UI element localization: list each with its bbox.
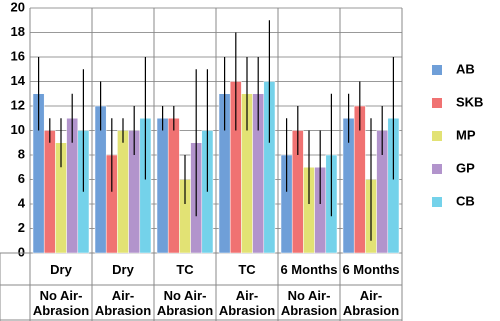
y-tick-label: 18	[11, 24, 25, 39]
x-subcategory-label: No Air-Abrasion	[280, 288, 338, 318]
bar	[156, 118, 169, 254]
x-subcategory-label: Air-Abrasion	[342, 288, 400, 318]
x-subcategory-label: No Air-Abrasion	[32, 288, 90, 318]
y-tick-label: 0	[18, 244, 25, 259]
y-tick-label: 6	[18, 171, 25, 186]
bar	[43, 130, 56, 254]
y-tick-label: 8	[18, 146, 25, 161]
bar	[167, 118, 180, 254]
x-subcategory-label: No Air-Abrasion	[156, 288, 214, 318]
legend-label: AB	[456, 61, 475, 76]
legend-label: SKB	[456, 94, 483, 109]
x-tick-label: 6 Months	[280, 262, 338, 277]
bar	[117, 130, 129, 254]
y-tick-label: 2	[18, 220, 25, 235]
legend-swatch	[432, 98, 442, 108]
x-tick-label: Dry	[50, 262, 72, 277]
legend-swatch	[432, 65, 442, 75]
legend-label: GP	[456, 160, 475, 175]
y-tick-label: 10	[11, 122, 25, 137]
y-tick-label: 14	[11, 73, 26, 88]
x-tick-label: TC	[238, 262, 256, 277]
legend-swatch	[432, 197, 442, 207]
x-tick-label: TC	[176, 262, 194, 277]
x-tick-label: 6 Months	[342, 262, 400, 277]
y-tick-label: 20	[11, 0, 25, 14]
x-tick-label: Dry	[112, 262, 134, 277]
x-subcategory-label: Air-Abrasion	[94, 288, 152, 318]
y-tick-label: 16	[11, 48, 25, 63]
legend-label: MP	[456, 127, 476, 142]
legend-swatch	[432, 164, 442, 174]
legend-label: CB	[456, 193, 475, 208]
y-tick-label: 12	[11, 97, 25, 112]
x-subcategory-label: Air-Abrasion	[218, 288, 276, 318]
y-tick-label: 4	[18, 195, 26, 210]
legend-swatch	[432, 131, 442, 141]
